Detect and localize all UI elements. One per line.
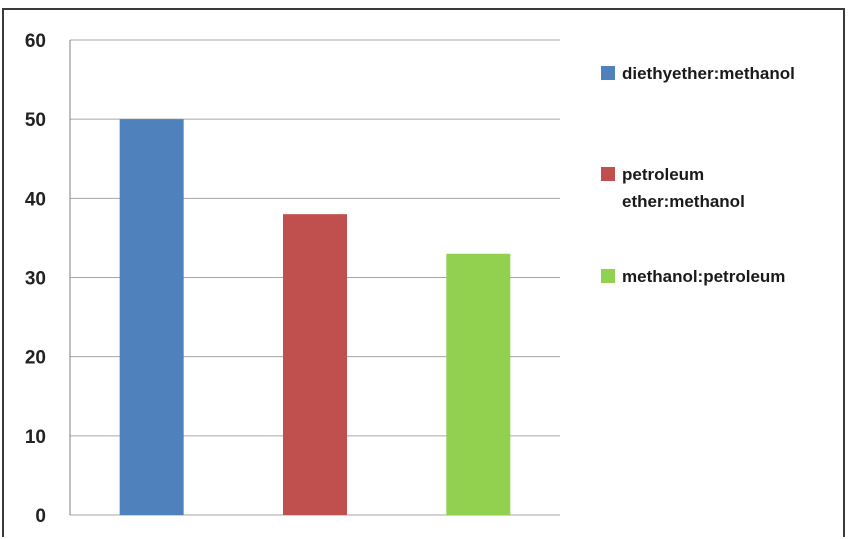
y-tick-label: 20 (25, 348, 46, 369)
legend-label: diethyether:methanol (622, 64, 795, 83)
legend-entry: petroleum ether:methanol (601, 165, 745, 211)
legend: diethyether:methanol petroleum ether:metha… (601, 64, 795, 286)
legend-swatch (601, 269, 615, 283)
y-tick-label: 40 (25, 189, 46, 210)
bar (283, 214, 347, 515)
y-tick-label: 10 (25, 427, 46, 448)
legend-swatch (601, 66, 615, 80)
bars (119, 119, 511, 516)
y-tick-label: 30 (25, 269, 46, 290)
legend-entry: diethyether:methanol (601, 64, 795, 83)
y-tick-label: 60 (25, 31, 46, 52)
bar (119, 119, 184, 516)
y-tick-label: 0 (35, 506, 46, 527)
legend-swatch (601, 167, 615, 181)
y-tick-label: 50 (25, 110, 46, 131)
legend-label: petroleum (622, 165, 704, 184)
legend-label: methanol:petroleum (622, 267, 785, 286)
y-axis: 0 10 20 30 40 50 60 (25, 31, 71, 527)
legend-entry: methanol:petroleum (601, 267, 785, 286)
bar (446, 253, 511, 515)
legend-label: ether:methanol (622, 192, 745, 211)
